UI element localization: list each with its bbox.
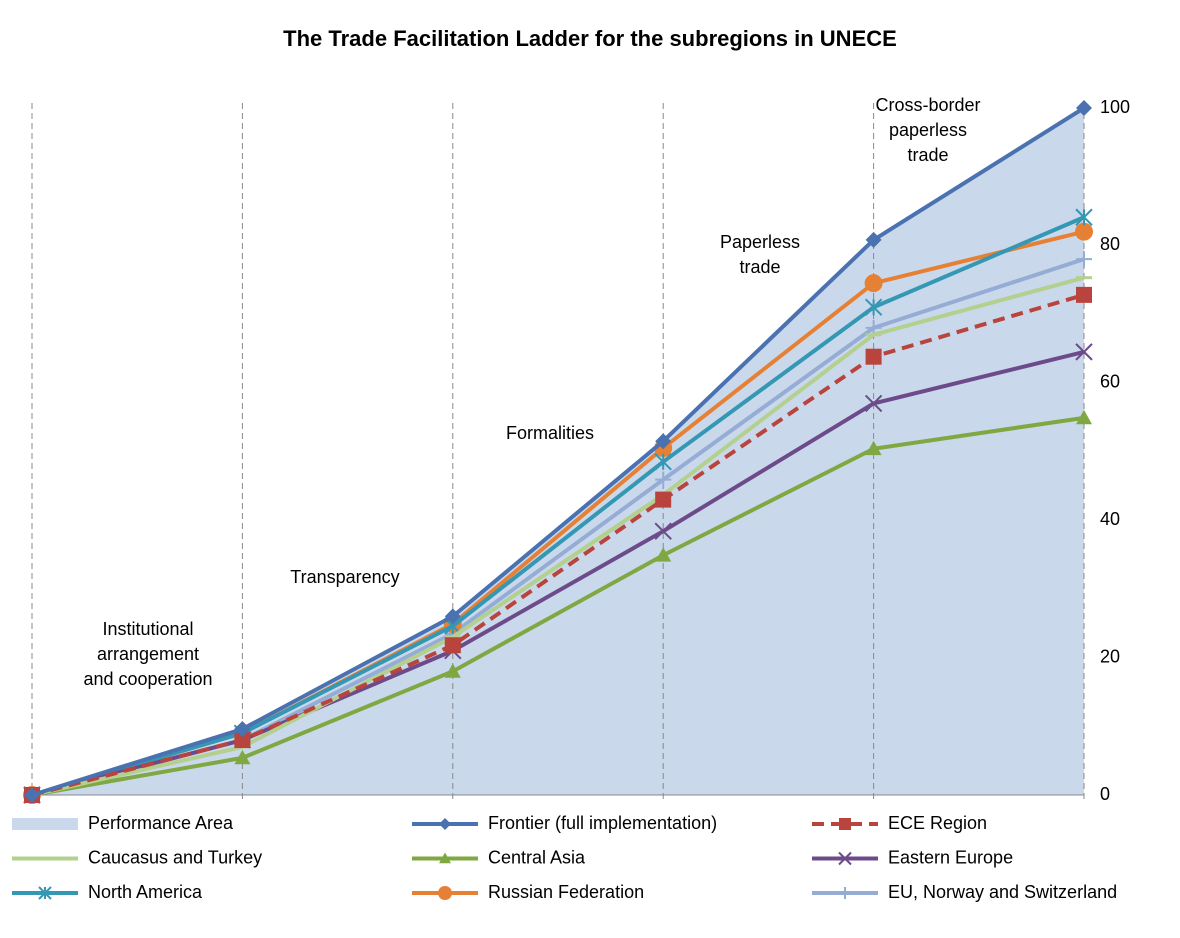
marker <box>865 348 882 365</box>
legend-marker <box>439 852 451 864</box>
marker <box>24 787 40 803</box>
marker <box>1076 251 1092 268</box>
legend-marker <box>38 886 52 900</box>
stage-label: trade <box>907 145 948 165</box>
legend-label: Russian Federation <box>488 882 644 902</box>
y-tick-label: 100 <box>1100 97 1130 117</box>
legend-label: Frontier (full implementation) <box>488 813 717 833</box>
marker <box>234 721 251 738</box>
stage-label: Cross-border <box>875 95 980 115</box>
marker <box>234 732 251 749</box>
y-tick-label: 0 <box>1100 784 1110 804</box>
legend-item: Frontier (full implementation) <box>412 813 717 833</box>
y-tick-label: 80 <box>1100 234 1120 254</box>
marker <box>1076 286 1092 303</box>
legend-item: Central Asia <box>412 847 586 867</box>
y-tick-label: 20 <box>1100 646 1120 666</box>
marker <box>864 274 883 293</box>
series-line <box>31 292 1085 797</box>
legend-label: EU, Norway and Switzerland <box>888 882 1117 902</box>
marker <box>1076 100 1092 116</box>
legend-label: Central Asia <box>488 847 586 867</box>
chart-title: The Trade Facilitation Ladder for the su… <box>283 26 897 51</box>
legend-item: Eastern Europe <box>812 847 1013 867</box>
marker <box>444 663 461 678</box>
stage-label: Formalities <box>506 423 594 443</box>
legend-item: ECE Region <box>812 813 987 833</box>
legend-label: Eastern Europe <box>888 847 1013 867</box>
series-line <box>31 415 1085 797</box>
stage-label: Institutional <box>102 619 193 639</box>
marker <box>1076 409 1092 425</box>
series-line <box>31 215 1085 797</box>
marker <box>655 491 672 508</box>
stage-label: trade <box>739 257 780 277</box>
legend-item: Performance Area <box>12 813 234 833</box>
legend-item: Russian Federation <box>412 882 644 902</box>
legend-label: Performance Area <box>88 813 234 833</box>
legend-label: Caucasus and Turkey <box>88 847 262 867</box>
marker <box>1075 222 1093 241</box>
legend-marker <box>838 851 852 866</box>
y-tick-label: 60 <box>1100 372 1120 392</box>
legend-marker <box>438 886 452 900</box>
legend-item: Caucasus and Turkey <box>12 847 262 867</box>
legend-item: EU, Norway and Switzerland <box>812 882 1117 902</box>
legend-label: ECE Region <box>888 813 987 833</box>
legend-label: North America <box>88 882 203 902</box>
marker <box>655 547 672 562</box>
stage-label: paperless <box>889 120 967 140</box>
performance-area <box>32 108 1084 795</box>
marker <box>1075 343 1093 361</box>
y-tick-label: 40 <box>1100 509 1120 529</box>
legend-marker <box>839 887 851 899</box>
marker <box>444 637 461 654</box>
marker <box>655 433 672 450</box>
legend-marker <box>439 818 451 830</box>
marker <box>234 749 251 765</box>
series-line <box>31 106 1086 797</box>
marker <box>864 298 883 316</box>
legend-item: North America <box>12 882 203 902</box>
stage-label: Paperless <box>720 232 800 252</box>
stage-label: arrangement <box>97 644 199 664</box>
marker <box>444 608 461 625</box>
marker <box>865 440 882 456</box>
series-line <box>31 275 1085 797</box>
marker <box>654 453 672 471</box>
stage-label: Transparency <box>290 567 399 587</box>
marker <box>865 231 882 248</box>
marker <box>655 471 672 488</box>
marker <box>654 522 672 540</box>
legend-swatch <box>12 818 78 830</box>
legend-marker <box>839 818 851 830</box>
stage-label: and cooperation <box>83 669 212 689</box>
marker <box>1075 208 1093 226</box>
marker <box>864 394 883 413</box>
